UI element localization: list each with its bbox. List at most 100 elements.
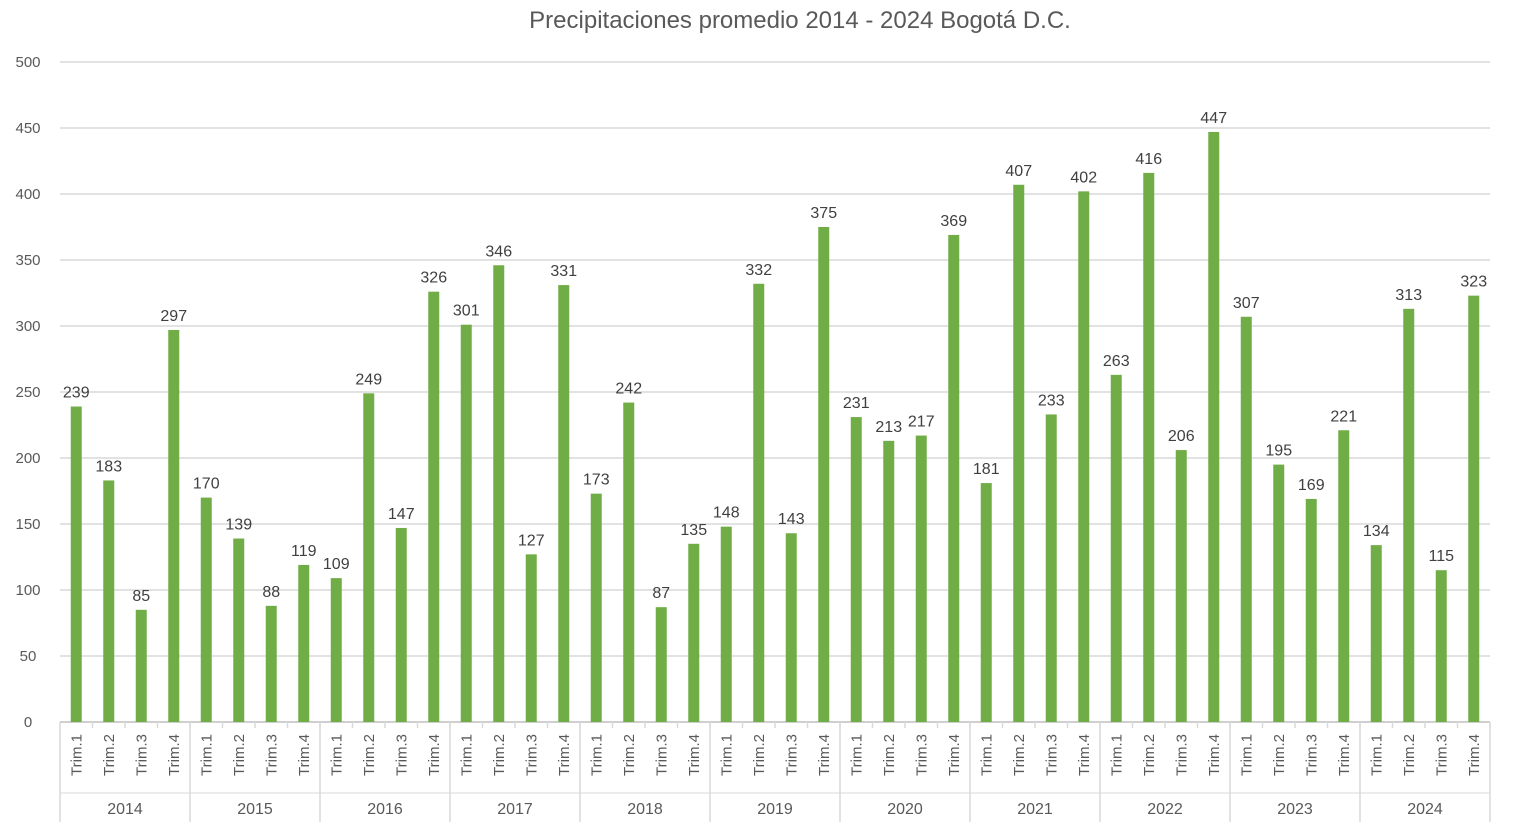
data-label: 147: [388, 506, 415, 523]
x-tick-label: Trim.4: [556, 734, 573, 776]
data-label: 313: [1395, 287, 1422, 304]
bar: [688, 543, 700, 722]
x-tick-label: Trim.2: [751, 734, 768, 776]
bar: [785, 533, 797, 722]
x-axis: Trim.1 Trim.2 Trim.3 Trim.4 2014 Trim.1 Trim.2…: [59, 722, 1491, 822]
data-label: 143: [778, 511, 805, 528]
x-tick-label: Trim.1: [328, 734, 345, 776]
bar: [363, 393, 375, 722]
data-label: 85: [132, 588, 150, 605]
data-label: 233: [1038, 392, 1065, 409]
y-tick-label: 150: [15, 516, 40, 533]
bar: [233, 538, 245, 722]
x-tick-label: Trim.3: [1173, 734, 1190, 776]
x-tick-label: Trim.3: [653, 734, 670, 776]
x-tick-label: Trim.3: [1043, 734, 1060, 776]
x-tick-label: Trim.3: [1303, 734, 1320, 776]
data-label: 331: [550, 263, 577, 280]
x-tick-label: Trim.2: [1011, 734, 1028, 776]
x-tick-label: Trim.2: [491, 734, 508, 776]
group-label: 2015: [237, 801, 273, 818]
y-tick-label: 200: [15, 450, 40, 467]
data-label: 109: [323, 556, 350, 573]
bar: [558, 285, 570, 722]
group-label: 2017: [497, 801, 533, 818]
x-tick-label: Trim.2: [361, 734, 378, 776]
group-label: 2020: [887, 801, 923, 818]
data-label: 119: [291, 543, 317, 560]
data-label: 323: [1460, 274, 1487, 291]
group-label: 2021: [1017, 801, 1053, 818]
x-tick-label: Trim.4: [166, 734, 183, 776]
bar: [1013, 184, 1025, 722]
data-label: 375: [810, 205, 837, 222]
bar: [493, 265, 505, 722]
data-label: 242: [615, 381, 642, 398]
data-label: 183: [95, 458, 122, 475]
data-label: 249: [355, 371, 382, 388]
data-label: 115: [1428, 548, 1454, 565]
data-label: 148: [713, 505, 740, 522]
group-label: 2024: [1407, 801, 1443, 818]
data-label: 239: [63, 385, 90, 402]
x-tick-label: Trim.2: [621, 734, 638, 776]
data-label: 134: [1363, 523, 1390, 540]
x-tick-label: Trim.1: [718, 734, 735, 776]
bar: [1045, 414, 1057, 722]
bar: [1143, 172, 1155, 722]
x-tick-label: Trim.1: [588, 734, 605, 776]
x-tick-label: Trim.4: [1466, 734, 1483, 776]
chart-title: Precipitaciones promedio 2014 - 2024 Bog…: [529, 7, 1071, 34]
group-label: 2016: [367, 801, 403, 818]
y-tick-label: 400: [15, 186, 40, 203]
x-tick-label: Trim.4: [1206, 734, 1223, 776]
data-label: 170: [193, 476, 220, 493]
bar: [1110, 374, 1122, 722]
bar: [753, 283, 765, 722]
x-tick-label: Trim.1: [68, 734, 85, 776]
data-labels: 239 183 85 297 170 139 88 119 109 249 147 326 301 346…: [63, 110, 1487, 605]
data-label: 127: [518, 532, 545, 549]
x-tick-label: Trim.4: [946, 734, 963, 776]
data-label: 217: [908, 414, 935, 431]
data-label: 332: [745, 262, 772, 279]
data-label: 173: [583, 472, 610, 489]
x-tick-label: Trim.1: [198, 734, 215, 776]
x-tick-label: Trim.2: [231, 734, 248, 776]
x-tick-label: Trim.2: [1401, 734, 1418, 776]
x-tick-label: Trim.3: [133, 734, 150, 776]
group-label: 2014: [107, 801, 143, 818]
bar: [1078, 191, 1090, 723]
x-tick-label: Trim.1: [458, 734, 475, 776]
bar: [1240, 316, 1252, 722]
group-label: 2022: [1147, 801, 1183, 818]
bar: [1175, 450, 1187, 722]
group-label: 2023: [1277, 801, 1313, 818]
x-tick-label: Trim.2: [1271, 734, 1288, 776]
x-tick-label: Trim.3: [783, 734, 800, 776]
bar: [395, 527, 407, 722]
data-label: 402: [1070, 169, 1097, 186]
x-tick-label: Trim.1: [1368, 734, 1385, 776]
data-label: 346: [485, 243, 512, 260]
data-label: 231: [843, 395, 870, 412]
x-tick-label: Trim.4: [1076, 734, 1093, 776]
group-label: 2018: [627, 801, 663, 818]
bar: [70, 406, 82, 722]
x-tick-label: Trim.1: [848, 734, 865, 776]
bar: [1208, 131, 1220, 722]
bar: [200, 497, 212, 722]
data-label: 447: [1200, 110, 1227, 127]
data-label: 88: [262, 584, 280, 601]
bar: [525, 554, 537, 722]
bar: [265, 605, 277, 722]
data-label: 407: [1005, 163, 1032, 180]
bar: [135, 609, 147, 722]
bars: [70, 131, 1480, 723]
x-tick-label: Trim.4: [686, 734, 703, 776]
x-tick-label: Trim.2: [101, 734, 118, 776]
bar: [590, 493, 602, 722]
data-label: 307: [1233, 295, 1260, 312]
